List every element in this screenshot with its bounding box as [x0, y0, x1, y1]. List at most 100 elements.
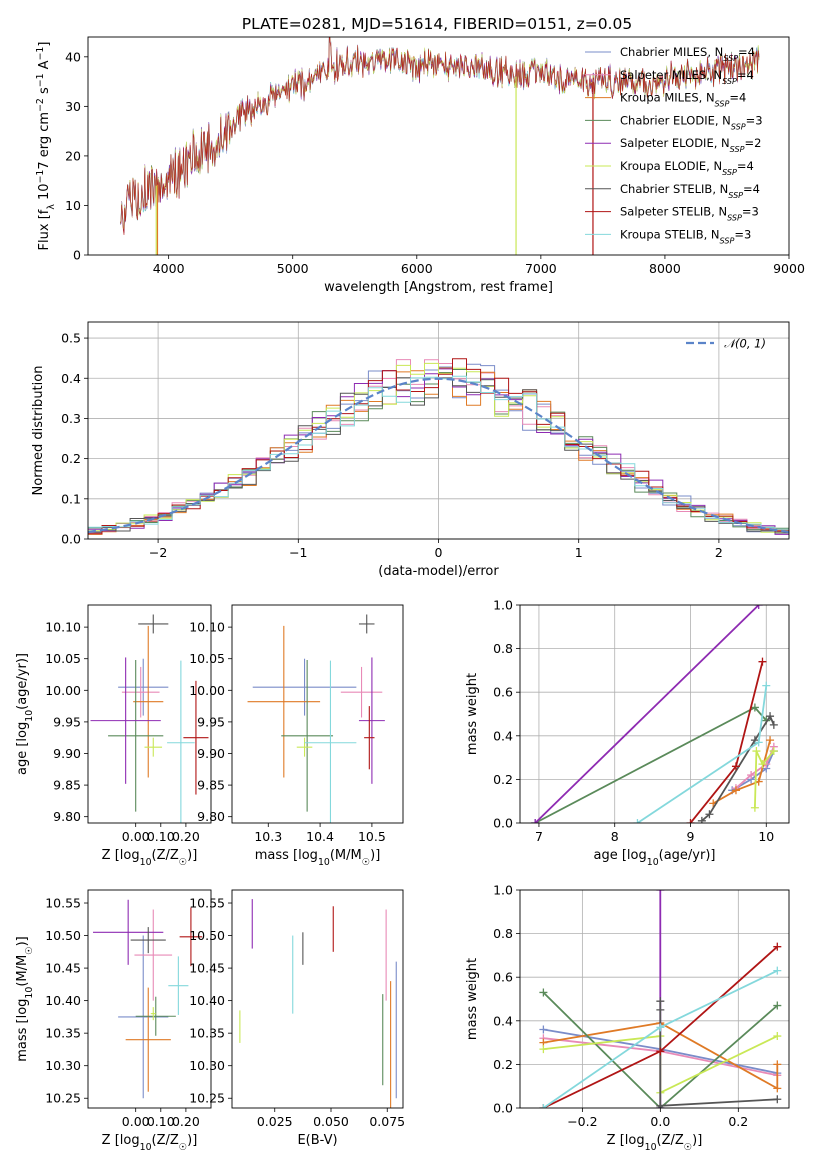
plot-area-weight-vs-Z [539, 890, 782, 1108]
y-tick-label: 10.50 [189, 928, 225, 943]
errorbar-point-2 [134, 909, 173, 1001]
y-tick-label: 0.4 [493, 728, 513, 743]
x-axis-label: E(B-V) [297, 1133, 337, 1148]
y-axis-label: mass weight [465, 958, 480, 1040]
y-tick-label: 9.80 [53, 809, 81, 824]
errorbar-point-1 [118, 935, 169, 1099]
weight-marker [686, 819, 695, 823]
errorbar-point-7 [130, 927, 166, 954]
legend-entry: Chabrier MILES, NSSP=4 [620, 45, 755, 63]
y-tick-label: 9.95 [197, 714, 225, 729]
weight-marker [758, 760, 767, 769]
errorbar-point-1 [252, 658, 357, 716]
plot-area-residuals [88, 358, 789, 535]
y-tick-label: 9.85 [197, 778, 225, 793]
y-tick-label: 10.35 [45, 1026, 81, 1041]
y-axis-label: Flux [fλ 10−17 erg cm−2 s−1 A−1] [35, 42, 57, 251]
weight-marker [656, 1005, 665, 1014]
y-tick-label: 0.8 [493, 641, 513, 656]
y-tick-label: 0.0 [493, 1101, 513, 1116]
errorbar-point-6 [144, 737, 163, 757]
errorbar-point-5 [90, 657, 161, 784]
y-tick-label: 10.10 [45, 620, 81, 635]
weight-line [731, 750, 775, 792]
plot-area-mass-vs-EBV [239, 899, 397, 1108]
plot-area-age-vs-mass [247, 614, 385, 823]
y-tick-label: 20 [65, 148, 81, 163]
y-tick-label: 0.3 [61, 411, 81, 426]
panel-spectrum: 4000 5000 6000 7000 8000 9000 0 10 20 30 40 wavelen… [35, 36, 805, 295]
legend-entry: Chabrier ELODIE, NSSP=3 [620, 113, 763, 130]
y-tick-label: 10.25 [189, 1091, 225, 1106]
y-tick-label: 0.2 [493, 772, 513, 787]
weight-marker [766, 736, 775, 745]
y-tick-label: 0 [73, 248, 81, 263]
y-tick-label: 9.95 [53, 714, 81, 729]
errorbar-point-4 [281, 659, 334, 812]
errorbar-point-3 [247, 625, 321, 778]
legend-entry: Salpeter MILES, NSSP=4 [620, 68, 754, 86]
ticks-age-vs-Z: 0.000.100.20 9.80 9.85 9.90 9.95 10.00 10.05 10… [45, 620, 200, 844]
y-tick-label: 0.4 [493, 1013, 513, 1028]
errorbar-point-2 [340, 666, 383, 718]
axes-frame [87, 36, 790, 256]
y-tick-label: 0.6 [493, 970, 513, 985]
weight-marker [773, 966, 782, 975]
x-tick-label: −1 [289, 545, 307, 560]
weight-marker [697, 816, 706, 823]
errorbar-point-3 [125, 987, 171, 1092]
y-tick-label: 0.2 [61, 451, 81, 466]
weight-marker [539, 1025, 548, 1034]
weight-marker [773, 1001, 782, 1010]
errorbar-point-2 [121, 666, 160, 718]
y-tick-label: 0.4 [61, 371, 81, 386]
x-tick-label: −2 [149, 545, 167, 560]
x-tick-label: 8 [611, 829, 619, 844]
y-tick-label: 10.55 [189, 896, 225, 911]
x-tick-label: 0.025 [257, 1114, 293, 1129]
weight-marker [773, 1032, 782, 1041]
plot-area-weight-vs-age [531, 605, 778, 823]
x-tick-label: 9 [687, 829, 695, 844]
axes-frame [519, 604, 790, 824]
ticks-weight-vs-Z: −0.2 0.0 0.2 0.0 0.2 0.4 0.6 0.8 1.0 [493, 883, 748, 1130]
errorbar-point-7 [138, 614, 169, 634]
weight-series-6 [750, 747, 778, 812]
weight-line [534, 605, 760, 823]
ticks-mass-vs-EBV: 0.025 0.050 0.075 10.25 10.30 10.35 10.40 10.45… [189, 896, 405, 1129]
ticks-weight-vs-age: 7 8 9 10 0.0 0.2 0.4 0.6 0.8 1.0 [493, 598, 774, 845]
normal-reference-curve [88, 377, 789, 534]
x-tick-label: 10.3 [254, 829, 282, 844]
x-tick-label: 0.2 [728, 1114, 748, 1129]
x-tick-label: 1 [575, 545, 583, 560]
x-tick-label: 0.20 [172, 829, 200, 844]
y-tick-label: 0.6 [493, 685, 513, 700]
y-tick-label: 10.00 [45, 683, 81, 698]
errorbar-point-5 [358, 657, 385, 784]
histogram-6 [88, 362, 789, 534]
plot-area-age-vs-Z [90, 614, 209, 823]
weight-series-7 [697, 712, 778, 823]
weight-series-8 [686, 657, 767, 823]
panel-mass-vs-EBV: 0.025 0.050 0.075 10.25 10.30 10.35 10.40 10.45… [189, 889, 405, 1148]
x-axis-label: (data-model)/error [378, 564, 499, 579]
y-tick-label: 1.0 [493, 598, 513, 613]
y-tick-label: 9.80 [197, 809, 225, 824]
x-tick-label: 7 [535, 829, 543, 844]
weight-marker [656, 1047, 665, 1056]
y-tick-label: 1.0 [493, 883, 513, 898]
x-tick-label: 6000 [401, 261, 433, 276]
y-axis-label: Normed distribution [31, 366, 46, 496]
axes-frame [519, 889, 790, 1109]
x-tick-label: −0.2 [567, 1114, 597, 1129]
x-axis-label: mass [log10(M/M☉)] [255, 848, 381, 868]
panel-residuals: −2 −1 0 1 2 0.0 0.1 0.2 0.3 0.4 0.5 (data-model)/er… [31, 321, 790, 579]
weight-marker [750, 703, 759, 712]
y-tick-label: 0.0 [61, 532, 81, 547]
x-tick-label: 0.0 [650, 1114, 670, 1129]
x-tick-label: 0.10 [147, 1114, 175, 1129]
axes-frame [231, 604, 404, 824]
y-axis-label: mass [log10(M/M☉)] [15, 936, 35, 1062]
legend-entry: Chabrier STELIB, NSSP=4 [620, 182, 760, 200]
y-tick-label: 10.05 [189, 651, 225, 666]
